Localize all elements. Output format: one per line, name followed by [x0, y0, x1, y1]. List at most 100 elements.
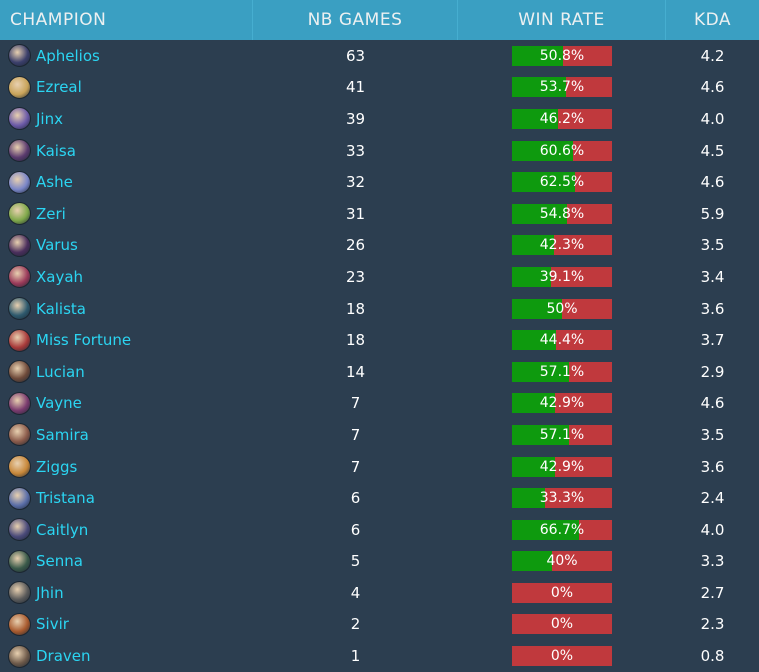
winrate-cell: 50.8% — [458, 45, 666, 66]
kda-value: 2.7 — [700, 583, 725, 602]
winrate-bar: 42.3% — [512, 235, 612, 256]
column-header-kda[interactable]: KDA — [693, 10, 732, 30]
winrate-bar: 44.4% — [512, 330, 612, 351]
table-row[interactable]: Jhin 4 0% 2.7 — [0, 577, 759, 609]
table-row[interactable]: Aphelios 63 50.8% 4.2 — [0, 40, 759, 72]
winrate-bar: 62.5% — [512, 172, 612, 193]
champion-name[interactable]: Draven — [36, 647, 91, 666]
winrate-bar: 66.7% — [512, 519, 612, 540]
kda-value: 0.8 — [700, 647, 725, 666]
champion-cell: Varus — [0, 233, 253, 257]
champion-name[interactable]: Varus — [36, 236, 78, 255]
champion-name[interactable]: Ezreal — [36, 78, 82, 97]
column-header-champion[interactable]: CHAMPION — [0, 0, 253, 40]
table-row[interactable]: Senna 5 40% 3.3 — [0, 546, 759, 578]
games-count: 31 — [345, 204, 366, 223]
champion-avatar-icon — [8, 612, 31, 636]
winrate-bar-fill — [512, 361, 570, 382]
games-count: 26 — [345, 236, 366, 255]
champion-name[interactable]: Tristana — [36, 489, 95, 508]
champion-name[interactable]: Miss Fortune — [36, 331, 132, 350]
games-count: 7 — [350, 425, 361, 444]
winrate-cell: 62.5% — [458, 172, 666, 193]
table-row[interactable]: Kalista 18 50% 3.6 — [0, 293, 759, 325]
champion-avatar-icon — [8, 265, 31, 289]
champion-cell: Samira — [0, 423, 253, 447]
winrate-bar-fill — [512, 77, 566, 98]
champion-name[interactable]: Kalista — [36, 299, 86, 318]
games-count: 18 — [345, 299, 366, 318]
champion-name[interactable]: Samira — [36, 425, 89, 444]
table-row[interactable]: Ziggs 7 42.9% 3.6 — [0, 451, 759, 483]
champion-name[interactable]: Zeri — [36, 204, 66, 223]
games-count: 41 — [345, 78, 366, 97]
table-row[interactable]: Draven 1 0% 0.8 — [0, 640, 759, 672]
winrate-cell: 42.9% — [458, 393, 666, 414]
champion-cell: Zeri — [0, 202, 253, 226]
champion-name[interactable]: Lucian — [36, 362, 85, 381]
champion-name[interactable]: Aphelios — [36, 46, 100, 65]
kda-value: 4.0 — [700, 520, 725, 539]
winrate-bar: 0% — [512, 582, 612, 603]
winrate-bar-fill — [512, 330, 557, 351]
winrate-bar: 57.1% — [512, 424, 612, 445]
champion-name[interactable]: Jhin — [36, 583, 64, 602]
champion-cell: Vayne — [0, 391, 253, 415]
table-header: CHAMPION NB GAMES WIN RATE KDA — [0, 0, 759, 40]
table-row[interactable]: Xayah 23 39.1% 3.4 — [0, 261, 759, 293]
table-row[interactable]: Miss Fortune 18 44.4% 3.7 — [0, 324, 759, 356]
column-header-games[interactable]: NB GAMES — [253, 0, 458, 40]
table-row[interactable]: Lucian 14 57.1% 2.9 — [0, 356, 759, 388]
champion-name[interactable]: Caitlyn — [36, 520, 89, 539]
winrate-label: 57.1% — [539, 363, 585, 380]
winrate-label: 46.2% — [539, 110, 585, 127]
champion-cell: Aphelios — [0, 44, 253, 68]
table-row[interactable]: Vayne 7 42.9% 4.6 — [0, 388, 759, 420]
kda-value: 4.2 — [700, 46, 725, 65]
champion-avatar-icon — [8, 360, 31, 384]
winrate-label: 42.3% — [539, 237, 585, 254]
winrate-cell: 0% — [458, 614, 666, 635]
winrate-bar-fill — [512, 45, 563, 66]
winrate-label: 44.4% — [539, 332, 585, 349]
kda-value: 3.5 — [700, 236, 725, 255]
winrate-cell: 57.1% — [458, 424, 666, 445]
champion-name[interactable]: Ziggs — [36, 457, 78, 476]
table-row[interactable]: Zeri 31 54.8% 5.9 — [0, 198, 759, 230]
champion-name[interactable]: Senna — [36, 552, 83, 571]
winrate-bar-fill — [512, 488, 546, 509]
champion-cell: Senna — [0, 549, 253, 573]
champion-name[interactable]: Kaisa — [36, 141, 76, 160]
kda-value: 3.5 — [700, 425, 725, 444]
games-count: 1 — [350, 647, 361, 666]
champion-cell: Tristana — [0, 486, 253, 510]
winrate-bar-fill — [512, 424, 570, 445]
table-row[interactable]: Tristana 6 33.3% 2.4 — [0, 482, 759, 514]
table-row[interactable]: Samira 7 57.1% 3.5 — [0, 419, 759, 451]
champion-name[interactable]: Sivir — [36, 615, 69, 634]
table-row[interactable]: Ashe 32 62.5% 4.6 — [0, 166, 759, 198]
winrate-label: 53.7% — [539, 79, 585, 96]
kda-value: 4.6 — [700, 173, 725, 192]
champion-name[interactable]: Vayne — [36, 394, 82, 413]
champion-cell: Kalista — [0, 297, 253, 321]
winrate-cell: 0% — [458, 582, 666, 603]
table-row[interactable]: Ezreal 41 53.7% 4.6 — [0, 72, 759, 104]
champion-name[interactable]: Xayah — [36, 267, 84, 286]
table-row[interactable]: Varus 26 42.3% 3.5 — [0, 230, 759, 262]
winrate-bar: 46.2% — [512, 108, 612, 129]
winrate-bar-fill — [512, 298, 562, 319]
table-row[interactable]: Sivir 2 0% 2.3 — [0, 609, 759, 641]
champion-name[interactable]: Jinx — [36, 109, 63, 128]
table-row[interactable]: Caitlyn 6 66.7% 4.0 — [0, 514, 759, 546]
table-row[interactable]: Jinx 39 46.2% 4.0 — [0, 103, 759, 135]
column-header-winrate[interactable]: WIN RATE — [458, 0, 666, 40]
winrate-cell: 33.3% — [458, 488, 666, 509]
winrate-label: 0% — [550, 616, 574, 633]
champion-name[interactable]: Ashe — [36, 173, 73, 192]
kda-value: 4.6 — [700, 78, 725, 97]
table-body: Aphelios 63 50.8% 4.2 Ezreal 41 53.7% 4.6 Jinx 39… — [0, 40, 759, 672]
table-row[interactable]: Kaisa 33 60.6% 4.5 — [0, 135, 759, 167]
winrate-cell: 50% — [458, 298, 666, 319]
winrate-label: 66.7% — [539, 521, 585, 538]
